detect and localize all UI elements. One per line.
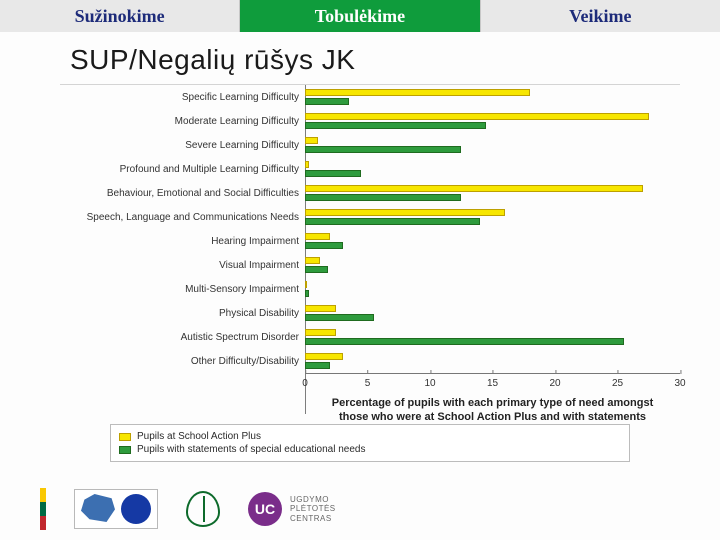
x-tick: 10	[424, 374, 435, 389]
chart-row: Physical Disability	[60, 301, 680, 325]
category-label: Other Difficulty/Disability	[60, 356, 305, 367]
chart-row: Profound and Multiple Learning Difficult…	[60, 157, 680, 181]
x-tick: 30	[674, 374, 685, 389]
leaf-icon	[186, 491, 220, 527]
bar-yellow	[305, 233, 330, 240]
top-nav: SužinokimeTobulėkimeVeikime	[0, 0, 720, 32]
bar-group	[305, 109, 680, 133]
x-tick: 25	[612, 374, 623, 389]
bar-green	[305, 242, 343, 249]
category-label: Hearing Impairment	[60, 236, 305, 247]
bar-yellow	[305, 305, 336, 312]
legend-label: Pupils at School Action Plus	[137, 431, 261, 442]
category-label: Moderate Learning Difficulty	[60, 116, 305, 127]
x-tick: 0	[302, 374, 308, 389]
upc-text: UGDYMO PLĖTOTĖS CENTRAS	[290, 495, 336, 524]
bar-yellow	[305, 209, 505, 216]
bar-group	[305, 277, 680, 301]
chart-row: Specific Learning Difficulty	[60, 85, 680, 109]
category-label: Multi-Sensory Impairment	[60, 284, 305, 295]
nav-tab-0[interactable]: Sužinokime	[0, 0, 240, 32]
eu-flag-icon	[121, 494, 151, 524]
bar-yellow	[305, 329, 336, 336]
bar-yellow	[305, 257, 320, 264]
bar-group	[305, 301, 680, 325]
chart-row: Hearing Impairment	[60, 229, 680, 253]
x-tick: 20	[549, 374, 560, 389]
bar-yellow	[305, 281, 307, 288]
legend-item: Pupils with statements of special educat…	[119, 443, 621, 456]
bar-green	[305, 266, 328, 273]
x-tick: 5	[365, 374, 371, 389]
bar-green	[305, 194, 461, 201]
bar-green	[305, 146, 461, 153]
lithuania-flag-icon	[40, 488, 46, 530]
category-label: Severe Learning Difficulty	[60, 140, 305, 151]
category-label: Speech, Language and Communications Need…	[60, 212, 305, 223]
eu-fund-logo	[74, 489, 158, 529]
bar-group	[305, 181, 680, 205]
category-label: Behaviour, Emotional and Social Difficul…	[60, 188, 305, 199]
bar-yellow	[305, 161, 309, 168]
bar-group	[305, 157, 680, 181]
x-axis-label-line1: Percentage of pupils with each primary t…	[305, 397, 680, 411]
bar-green	[305, 362, 330, 369]
category-label: Profound and Multiple Learning Difficult…	[60, 164, 305, 175]
bar-group	[305, 133, 680, 157]
upc-badge-icon: UC	[248, 492, 282, 526]
legend-label: Pupils with statements of special educat…	[137, 444, 365, 455]
legend-item: Pupils at School Action Plus	[119, 430, 621, 443]
chart-row: Multi-Sensory Impairment	[60, 277, 680, 301]
x-axis-label: Percentage of pupils with each primary t…	[305, 391, 680, 425]
bar-yellow	[305, 113, 649, 120]
chart-row: Autistic Spectrum Disorder	[60, 325, 680, 349]
bar-group	[305, 229, 680, 253]
category-label: Autistic Spectrum Disorder	[60, 332, 305, 343]
bar-green	[305, 218, 480, 225]
bar-group	[305, 253, 680, 277]
category-label: Specific Learning Difficulty	[60, 92, 305, 103]
bar-yellow	[305, 353, 343, 360]
lithuania-map-icon	[81, 494, 115, 522]
chart-row: Speech, Language and Communications Need…	[60, 205, 680, 229]
bar-green	[305, 122, 486, 129]
bar-green	[305, 98, 349, 105]
green-leaf-logo	[186, 491, 220, 527]
bar-yellow	[305, 89, 530, 96]
legend-swatch-icon	[119, 433, 131, 441]
bar-chart: Specific Learning Difficulty Moderate Lea…	[60, 84, 680, 414]
chart-row: Severe Learning Difficulty	[60, 133, 680, 157]
nav-tab-2[interactable]: Veikime	[481, 0, 720, 32]
x-axis-label-line2: those who were at School Action Plus and…	[305, 411, 680, 425]
bar-group	[305, 325, 680, 349]
category-label: Visual Impairment	[60, 260, 305, 271]
bar-yellow	[305, 185, 643, 192]
nav-tab-1[interactable]: Tobulėkime	[240, 0, 480, 32]
page-title: SUP/Negalių rūšys JK	[0, 32, 720, 84]
bar-green	[305, 290, 309, 297]
bar-green	[305, 338, 624, 345]
chart-row: Moderate Learning Difficulty	[60, 109, 680, 133]
chart-row: Other Difficulty/Disability	[60, 349, 680, 373]
category-label: Physical Disability	[60, 308, 305, 319]
x-axis: 051015202530	[305, 373, 680, 391]
footer-logos: UC UGDYMO PLĖTOTĖS CENTRAS	[40, 488, 336, 530]
chart-row: Visual Impairment	[60, 253, 680, 277]
upc-logo: UC UGDYMO PLĖTOTĖS CENTRAS	[248, 492, 336, 526]
legend-swatch-icon	[119, 446, 131, 454]
bar-group	[305, 85, 680, 109]
x-tick: 15	[487, 374, 498, 389]
chart-legend: Pupils at School Action Plus Pupils with …	[110, 424, 630, 462]
bar-green	[305, 170, 361, 177]
bar-group	[305, 205, 680, 229]
bar-green	[305, 314, 374, 321]
chart-row: Behaviour, Emotional and Social Difficul…	[60, 181, 680, 205]
bar-yellow	[305, 137, 318, 144]
